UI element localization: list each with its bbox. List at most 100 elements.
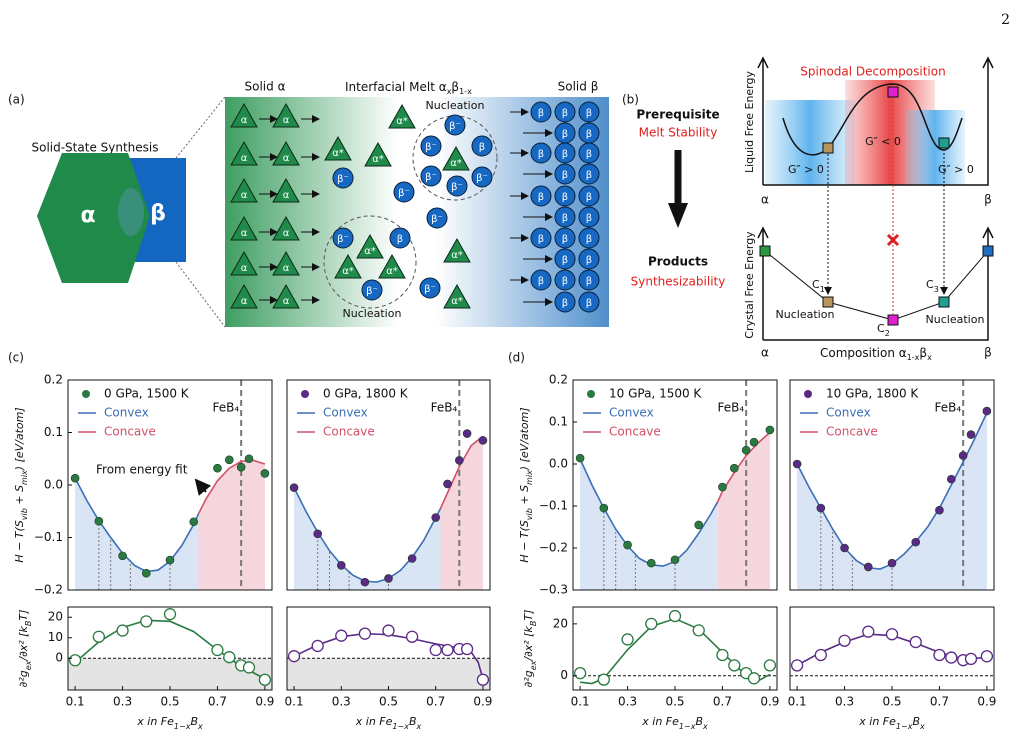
alpha-particle	[356, 233, 384, 259]
beta-particle	[578, 142, 600, 164]
data-point	[728, 659, 741, 672]
data-point	[909, 635, 922, 649]
x-tick-label: 0.7	[713, 695, 732, 709]
particle-label: β	[586, 298, 592, 309]
x-axis-label: 1−x	[174, 722, 191, 731]
data-point	[287, 650, 301, 663]
data-point	[70, 473, 80, 483]
label: Nucleation	[426, 99, 485, 112]
chart: 0.1 0.3 0.5 0.7 0.9 x in Fe1−xBx	[285, 606, 492, 731]
label: 3	[934, 285, 939, 294]
data-point	[646, 558, 656, 568]
legend-label: Convex	[323, 406, 368, 420]
data-point	[765, 425, 775, 435]
data-point	[718, 482, 727, 492]
y-tick-label: 0.0	[44, 478, 63, 492]
data-point	[749, 437, 759, 447]
y-axis-label: mix	[20, 470, 29, 485]
particle-label: β	[538, 149, 544, 160]
label: Interfacial Melt α	[345, 80, 447, 94]
y-axis-label: H − T(Svib + Smix) [eV/atom]	[13, 407, 29, 562]
data-point	[455, 456, 464, 465]
label: α	[80, 203, 95, 228]
reference-label: FeB₄	[717, 401, 744, 415]
particle-label: β⁻	[431, 214, 443, 225]
particle-label: β	[538, 108, 544, 119]
square	[982, 245, 994, 257]
y-axis-label: ) [eV/atom]	[518, 407, 531, 471]
area	[797, 412, 987, 590]
label: Products	[648, 255, 708, 269]
particle-label: β	[586, 192, 592, 203]
alpha-particle	[230, 215, 258, 241]
data-point	[244, 454, 254, 464]
particle-label: β	[586, 255, 592, 266]
reference-label: FeB₄	[934, 401, 961, 415]
arrow-head	[668, 203, 688, 228]
beta-particle	[554, 101, 576, 123]
data-point	[966, 430, 976, 439]
data-point	[225, 455, 234, 465]
data-point	[933, 648, 946, 662]
x-axis-label: 1−x	[392, 722, 409, 731]
data-point	[429, 643, 442, 657]
fit-line	[197, 459, 266, 515]
alpha-particle	[272, 102, 300, 128]
particle-label: β	[562, 213, 568, 224]
particle-label: β	[538, 234, 544, 245]
legend-label: 10 GPa, 1500 K	[609, 387, 702, 401]
beta-particle	[554, 248, 576, 270]
data-point	[242, 661, 256, 674]
chart: 0.1 0.3 0.5 0.7 0.9 x in Fe1−xBx	[788, 606, 996, 731]
x-axis-label: x in Fe	[355, 715, 393, 728]
label: Nucleation	[343, 307, 402, 320]
data-point	[140, 615, 153, 628]
label: α	[761, 193, 769, 207]
square	[938, 137, 950, 149]
x-axis-label: x in Fe	[136, 715, 174, 728]
legend-label: Convex	[826, 406, 871, 420]
particle-label: β	[562, 234, 568, 245]
data-point	[382, 624, 395, 637]
particle-label: α*	[372, 154, 384, 165]
y-axis-label: /∂x² [k	[17, 626, 30, 662]
plot-area	[74, 380, 266, 590]
data-point	[741, 445, 751, 455]
x-tick-label: 0.3	[113, 695, 132, 709]
particle-label: α*	[396, 116, 408, 127]
particle-label: β⁻	[366, 286, 378, 297]
alpha-particle	[443, 283, 471, 309]
chart: FeB₄ −0.2 −0.1 0.0 0.1 0.2 H − T(Svib + Smix) …	[13, 373, 273, 597]
x-tick-label: 0.9	[473, 695, 492, 709]
label: x	[927, 353, 932, 362]
y-axis-label: mix	[525, 470, 534, 485]
y-tick-label: −0.1	[34, 530, 63, 544]
particle-label: β	[562, 129, 568, 140]
data-point	[958, 451, 968, 460]
label: Spinodal Decomposition	[800, 65, 945, 79]
y-tick-label: 20	[48, 610, 63, 624]
data-point	[730, 463, 739, 473]
label: β	[150, 201, 166, 226]
axis-label: Liquid Free Energy	[743, 71, 756, 174]
reference-label: FeB₄	[431, 401, 458, 415]
particle-label: α*	[451, 250, 463, 261]
data-point	[358, 627, 372, 640]
alpha-particle	[230, 140, 258, 166]
beta-particle	[530, 101, 552, 123]
alpha-particle	[230, 102, 258, 128]
y-tick-label: 0.2	[44, 373, 63, 387]
data-point	[982, 406, 992, 416]
data-point	[116, 624, 129, 637]
beta-particle	[444, 114, 466, 136]
beta-particle	[578, 269, 600, 291]
data-point	[441, 643, 454, 657]
alpha-particle	[272, 283, 300, 309]
particle-label: α	[283, 115, 290, 126]
y-axis-label: /∂x² [k	[522, 626, 535, 662]
data-point	[790, 659, 804, 672]
label: C3	[926, 278, 939, 294]
y-axis-label: vib	[20, 508, 29, 520]
beta-particle	[419, 277, 441, 299]
label: 2	[885, 329, 890, 338]
